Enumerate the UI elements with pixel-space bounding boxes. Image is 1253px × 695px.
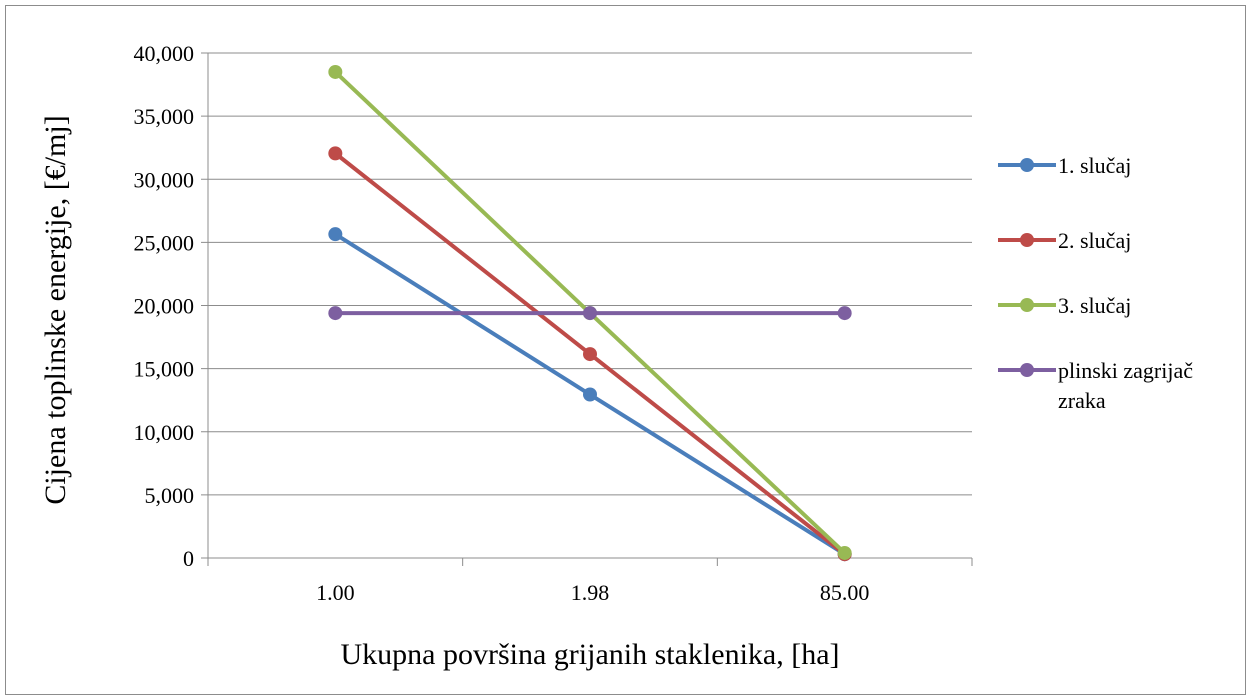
- data-point: [583, 347, 597, 362]
- y-tick-label: 15,000: [134, 357, 195, 382]
- x-tick-label: 1.00: [316, 580, 355, 605]
- data-point: [328, 227, 343, 242]
- y-tick-label: 30,000: [134, 167, 195, 192]
- legend-label: plinski zagrijač zraka: [1058, 358, 1193, 413]
- y-tick-labels: 0 5,000 10,000 15,000 20,000 25,000 30,000 35,0…: [134, 41, 195, 571]
- gridlines: [201, 52, 972, 559]
- data-point: [328, 64, 343, 79]
- legend-swatch-marker: [1020, 233, 1034, 247]
- series-lines: [328, 64, 852, 562]
- legend-swatch-marker: [1020, 298, 1034, 312]
- y-tick-label: 0: [183, 546, 194, 571]
- data-point: [583, 306, 597, 321]
- x-axis-title: Ukupna površina grijanih staklenika, [ha…: [340, 638, 839, 671]
- legend-label: 3. slučaj: [1058, 293, 1131, 318]
- legend-swatch-marker: [1020, 158, 1034, 172]
- data-point: [328, 146, 343, 161]
- y-tick-label: 25,000: [134, 230, 195, 255]
- x-tick-label: 1.98: [571, 580, 610, 605]
- y-tick-label: 10,000: [134, 420, 195, 445]
- x-tick-label: 85.00: [820, 580, 870, 605]
- legend-swatch-marker: [1020, 363, 1034, 377]
- y-tick-label: 40,000: [134, 41, 195, 66]
- legend: 1. slučaj 2. slučaj 3. slučaj plinski zagri…: [998, 153, 1193, 413]
- y-tick-label: 5,000: [145, 483, 195, 508]
- y-axis-title: Cijena toplinske energije, [€/mj]: [39, 115, 72, 504]
- x-tick-labels: 1.00 1.98 85.00: [316, 580, 869, 605]
- data-point: [583, 387, 597, 402]
- legend-label: 1. slučaj: [1058, 153, 1131, 178]
- chart-frame: [5, 5, 1246, 695]
- data-point: [837, 306, 852, 321]
- y-tick-label: 35,000: [134, 104, 195, 129]
- data-point: [837, 545, 852, 560]
- data-point: [328, 306, 343, 321]
- legend-label: 2. slučaj: [1058, 228, 1131, 253]
- y-tick-label: 20,000: [134, 294, 195, 319]
